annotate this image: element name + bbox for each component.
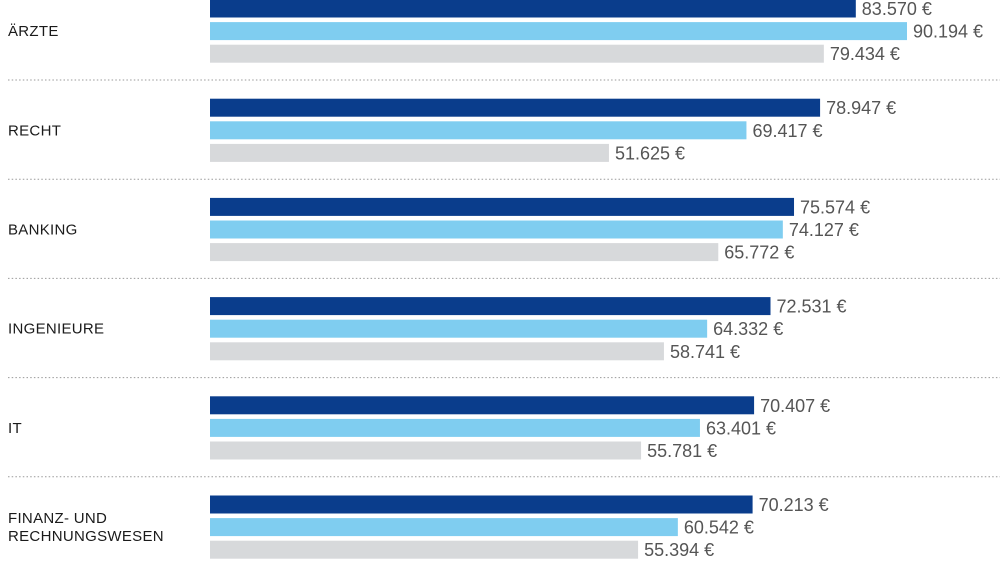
bar — [210, 396, 755, 415]
category-label: RECHT — [8, 122, 61, 139]
data-label: 75.574 € — [800, 197, 870, 217]
data-label: 79.434 € — [830, 44, 900, 64]
data-label: 70.213 € — [759, 495, 829, 515]
category-label: FINANZ- UND — [8, 510, 107, 527]
data-label: 55.394 € — [644, 540, 714, 560]
bar — [210, 143, 609, 162]
category-label: ÄRZTE — [8, 23, 59, 40]
bar — [210, 98, 821, 117]
bar — [210, 0, 856, 18]
category-label: BANKING — [8, 222, 78, 239]
data-label: 63.401 € — [706, 418, 776, 438]
category-label: IT — [8, 420, 22, 437]
data-label: 60.542 € — [684, 518, 754, 538]
bar — [210, 441, 642, 460]
bar — [210, 319, 708, 338]
data-label: 83.570 € — [862, 0, 932, 19]
bar — [210, 297, 771, 316]
bar — [210, 22, 907, 41]
data-label: 74.127 € — [789, 220, 859, 240]
bar — [210, 418, 700, 437]
bar — [210, 121, 747, 140]
bar — [210, 540, 639, 559]
data-label: 55.781 € — [647, 441, 717, 461]
bar — [210, 243, 719, 262]
category-label: RECHNUNGSWESEN — [8, 528, 164, 545]
data-label: 90.194 € — [913, 22, 983, 42]
data-label: 58.741 € — [670, 342, 740, 362]
bar — [210, 518, 678, 537]
data-label: 70.407 € — [760, 396, 830, 416]
bar — [210, 342, 664, 361]
data-label: 51.625 € — [615, 143, 685, 163]
bar — [210, 197, 795, 216]
bar — [210, 44, 824, 63]
data-label: 72.531 € — [777, 297, 847, 317]
bar — [210, 220, 783, 239]
data-label: 69.417 € — [752, 121, 822, 141]
data-label: 78.947 € — [826, 98, 896, 118]
bar — [210, 495, 753, 514]
category-label: INGENIEURE — [8, 321, 104, 338]
data-label: 65.772 € — [724, 243, 794, 263]
data-label: 64.332 € — [713, 319, 783, 339]
